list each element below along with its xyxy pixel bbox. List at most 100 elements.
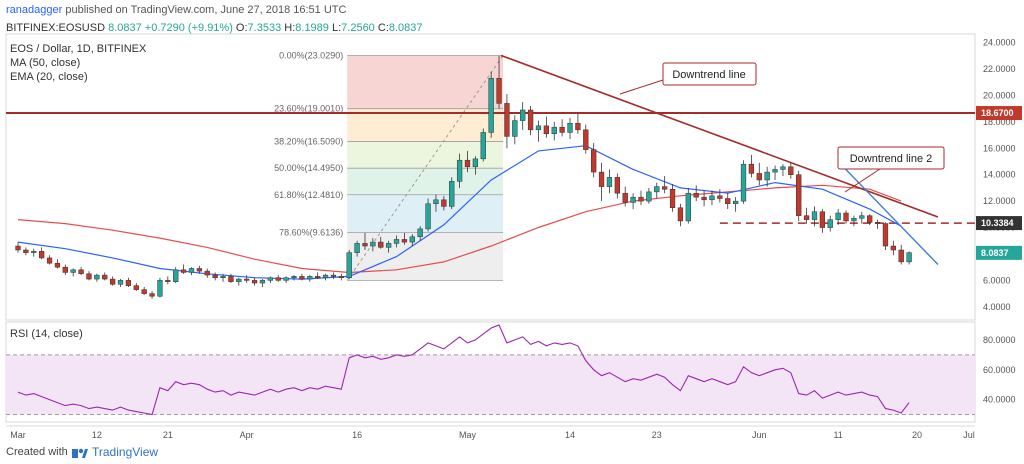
candle-body [94,274,100,280]
candle-body [401,239,408,243]
callout-box [662,62,757,86]
callout-pointer [619,79,664,95]
time-axis-tick: Mar [10,430,26,440]
fib-zone [347,141,504,169]
candle-body [456,159,463,182]
candle-body [330,274,337,277]
candle-body [606,177,613,187]
ohlc-price: 8.0837 [108,22,142,34]
candle-body [898,249,904,263]
time-axis-tick: 14 [565,430,575,440]
callout-downtrend-line: Downtrend line [672,69,745,81]
legend-ema: EMA (20, close) [10,71,88,83]
tradingview-brand[interactable]: TradingView [92,445,159,459]
candle-body [693,192,699,198]
candle-body [598,171,605,187]
candle-body [354,243,360,253]
candle-body [299,276,305,280]
candle-body [109,278,116,285]
ohlc-value: 7.3533 [247,22,282,34]
candle-body [851,218,857,222]
fib-level-label: 78.60%(9.6136) [279,228,343,238]
time-axis-tick: 23 [652,430,662,440]
candle-body [283,277,289,281]
price-tag [976,245,1022,260]
publication-info: ranadagger published on TradingView.com,… [6,0,346,20]
ohlc-label: O: [232,22,248,34]
price-tag-label: 8.0837 [981,248,1009,258]
candle-body [512,120,518,137]
candle-body [622,192,628,203]
candle-body [472,158,479,168]
downtrend-line-2 [837,161,939,266]
candle-body [62,266,68,273]
candle-body [188,268,195,273]
footer: Created with TradingView [0,440,1024,464]
candle-body [378,241,384,248]
candle-body [409,236,415,243]
rsi-band [6,354,975,415]
candle-body [496,78,502,104]
candle-body [291,276,297,278]
ohlc-label: C: [374,22,389,34]
candle-body [725,198,731,205]
time-axis-tick: 16 [352,430,362,440]
candle-body [441,199,447,207]
candle-body [709,195,715,201]
candle-body [417,228,423,238]
fib-zone [347,168,504,195]
fib-zone [347,55,504,109]
price-axis-tick: 16.0000 [983,143,1016,153]
candle-body [827,219,833,228]
candle-body [748,163,755,174]
rsi-line [17,324,910,416]
candle-body [480,132,486,160]
candle-body [228,276,234,282]
candle-body [890,245,896,251]
price-axis-tick: 6.0000 [983,275,1011,285]
candle-body [173,269,179,282]
candle-body [685,192,691,222]
candle-body [307,276,313,280]
candle-body [527,109,534,131]
ohlc-readout: BITFINEX:EOSUSD 8.0837 +0.7290 (+9.91%) … [6,20,423,36]
price-axis-tick: 18.0000 [983,117,1016,127]
candle-body [346,252,352,278]
fib-zone [347,194,504,233]
candle-body [614,177,620,194]
price-tag-label: 10.3384 [981,218,1014,228]
price-axis-tick: 24.0000 [983,38,1016,48]
ohlc-value: 8.0837 [388,22,423,34]
candle-body [385,243,392,248]
legend-title: EOS / Dollar, 1D, BITFINEX [10,43,147,55]
candle-body [520,109,526,121]
candle-body [117,280,124,285]
candle-body [661,186,668,190]
candle-body [583,129,589,150]
candle-body [165,280,171,282]
time-axis-tick: 20 [912,430,922,440]
candle-body [788,166,794,175]
candle-body [315,276,321,278]
author-link[interactable]: ranadagger [6,4,63,16]
candle-body [796,174,802,216]
callout-pointer [844,168,881,193]
legend-rsi: RSI (14, close) [10,328,83,340]
candle-body [701,196,707,201]
candle-body [220,276,226,278]
ohlc-label: L: [328,22,342,34]
time-axis-tick: 11 [833,430,842,440]
created-with-text: Created with [6,446,68,458]
candle-body [740,163,747,202]
fib-zone [347,232,504,281]
fib-level-label: 23.60%(19.0010) [274,104,343,114]
price-tag [976,216,1022,231]
candle-body [543,125,550,135]
candle-body [646,191,652,202]
callout-box [837,146,945,170]
candle-body [677,207,684,222]
candle-body [874,222,881,224]
ma50-line [17,184,902,274]
candle-body [393,239,400,244]
